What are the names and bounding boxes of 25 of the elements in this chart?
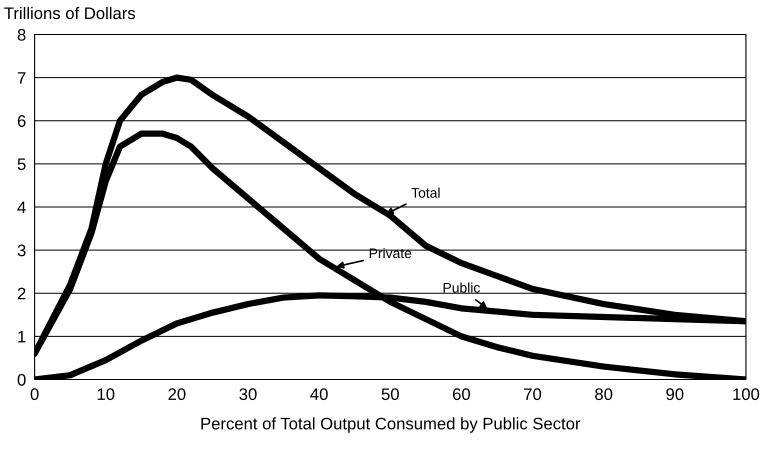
annotation: Private	[370, 248, 412, 258]
y-tick-label: 0	[18, 374, 26, 386]
x-tick-label: 90	[666, 388, 684, 400]
y-tick-label: 3	[18, 244, 26, 256]
x-tick-label: 80	[595, 388, 612, 400]
y-tick-label: 4	[17, 202, 26, 214]
x-tick-label: 0	[30, 388, 39, 400]
y-axis-title: Trillions of Dollars	[4, 6, 136, 20]
y-tick-label: 8	[18, 28, 26, 41]
x-tick-label: 100	[733, 388, 760, 400]
x-tick-label: 60	[452, 388, 470, 400]
x-tick-label: 70	[524, 388, 542, 400]
x-tick-label: 20	[168, 388, 186, 400]
x-tick-label: 10	[98, 388, 114, 400]
x-axis-title: Percent of Total Output Consumed by Public Sector	[201, 417, 580, 433]
y-tick-label: 5	[18, 158, 26, 170]
x-tick-label: 40	[310, 388, 328, 400]
x-tick-label: 30	[239, 388, 257, 400]
annotation: Total	[411, 188, 440, 198]
y-tick-label: 2	[18, 288, 26, 300]
annotation: Public	[444, 282, 480, 293]
x-tick-label: 50	[382, 388, 399, 400]
y-tick-label: 7	[18, 72, 26, 84]
y-tick-label: 6	[18, 115, 26, 127]
y-tick-label: 1	[18, 330, 26, 342]
